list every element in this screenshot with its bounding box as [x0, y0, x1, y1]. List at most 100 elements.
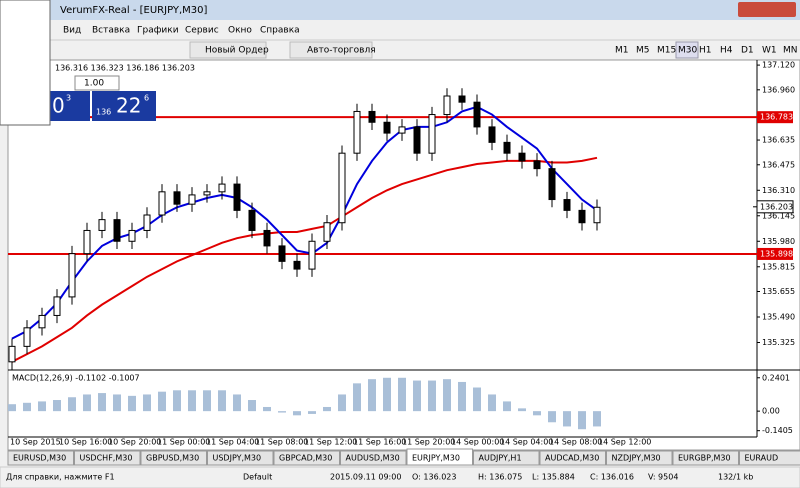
symbol-tab-label[interactable]: EURJPY,M30: [412, 454, 460, 463]
candle-body: [233, 183, 241, 211]
time-label: 10 Sep 16:00: [59, 438, 112, 447]
menu-item[interactable]: Вид: [63, 26, 81, 36]
price-tick-label: 135.490: [762, 313, 795, 322]
symbol-tab[interactable]: [207, 450, 274, 466]
buy-label[interactable]: BUY: [130, 79, 149, 89]
menu-item[interactable]: Графики: [137, 26, 179, 36]
timeframe-button[interactable]: MN: [783, 46, 798, 56]
sell-price-sup[interactable]: 3: [66, 94, 71, 103]
macd-bar: [38, 401, 46, 412]
timeframe-button[interactable]: W1: [762, 46, 777, 56]
candle-body: [188, 194, 196, 205]
macd-bar: [368, 379, 376, 412]
symbol-tab-label[interactable]: AUDCAD,M30: [545, 454, 599, 463]
window-controls[interactable]: [738, 2, 796, 17]
timeframe-button[interactable]: M5: [636, 46, 650, 56]
symbol-tab[interactable]: [739, 450, 800, 466]
buy-button[interactable]: [92, 91, 156, 121]
buy-price-big[interactable]: 22: [116, 94, 141, 118]
symbol-tab[interactable]: [273, 450, 340, 466]
macd-bar: [158, 391, 166, 412]
menu-item[interactable]: Сервис: [185, 26, 219, 36]
symbol-tab[interactable]: [672, 450, 739, 466]
macd-bar: [428, 380, 436, 412]
symbol-tab-label[interactable]: EURUSD,M30: [13, 454, 66, 463]
macd-bar: [473, 387, 481, 412]
price-tick-label: 136.635: [762, 136, 795, 145]
candle-body: [53, 296, 61, 316]
macd-bar: [353, 383, 361, 412]
symbol-tab[interactable]: [340, 450, 407, 466]
buy-price-sup[interactable]: 6: [144, 94, 149, 103]
macd-bar: [188, 390, 196, 412]
symbol-tab-label[interactable]: GBPUSD,M30: [146, 454, 199, 463]
candle-body: [278, 245, 286, 262]
lot-box[interactable]: [74, 75, 120, 91]
new-order-label[interactable]: Новый Ордер: [205, 46, 269, 56]
macd-bar: [548, 411, 556, 423]
candle-body: [323, 222, 331, 242]
macd-bar: [83, 394, 91, 412]
candle-body: [353, 110, 361, 154]
candle-body: [143, 214, 151, 231]
macd-tick-label: 0.2401: [762, 373, 790, 382]
time-label: 14 Sep 00:00: [451, 438, 504, 447]
timeframe-button[interactable]: D1: [741, 46, 754, 56]
lot-value[interactable]: 1.00: [84, 79, 104, 89]
symbol-tab[interactable]: [140, 450, 207, 466]
symbol-tab[interactable]: [74, 450, 141, 466]
candle-body: [128, 229, 136, 242]
symbol-tab[interactable]: [473, 450, 540, 466]
macd-bar: [8, 404, 16, 412]
macd-bar: [233, 394, 241, 412]
symbol-tab[interactable]: [539, 450, 606, 466]
symbol-tab-label[interactable]: EURGBP,M30: [678, 454, 731, 463]
status-field: H: 136.075: [478, 473, 522, 482]
time-label: 11 Sep 16:00: [353, 438, 406, 447]
auto-trading-label[interactable]: Авто-торговля: [307, 46, 376, 56]
candle-body: [83, 229, 91, 255]
symbol-tab-label[interactable]: EURAUD: [745, 454, 779, 463]
candle-body: [248, 209, 256, 231]
symbol-tab-label[interactable]: AUDUSD,M30: [346, 454, 400, 463]
menu-item[interactable]: Вставка: [92, 26, 130, 36]
symbol-tab-label[interactable]: NZDJPY,M30: [612, 454, 661, 463]
macd-bar: [443, 379, 451, 412]
timeframe-button[interactable]: M15: [657, 46, 676, 56]
timeframe-button[interactable]: M30: [678, 46, 697, 56]
auto-trading-button[interactable]: [289, 41, 373, 59]
candle-body: [23, 327, 31, 347]
symbol-tab[interactable]: [7, 450, 74, 466]
macd-bar: [503, 401, 511, 412]
candle-body: [443, 95, 451, 116]
symbol-tab-label[interactable]: USDJPY,M30: [213, 454, 262, 463]
menu-item[interactable]: Окно: [228, 26, 252, 36]
symbol-tab-label[interactable]: USDCHF,M30: [80, 454, 133, 463]
candle-body: [413, 126, 421, 154]
floating-toolbar: [0, 0, 51, 126]
candle-body: [533, 160, 541, 170]
symbol-tab[interactable]: [406, 448, 473, 466]
menu-item[interactable]: Справка: [260, 26, 300, 36]
candle-body: [503, 141, 511, 154]
macd-bar: [68, 397, 76, 412]
symbol-tab-label[interactable]: AUDJPY,H1: [479, 454, 522, 463]
ma-fast: [11, 105, 598, 340]
timeframe-button[interactable]: H1: [699, 46, 712, 56]
symbol-tab[interactable]: [606, 450, 673, 466]
candle-body: [293, 260, 301, 270]
sell-button[interactable]: [50, 91, 90, 121]
macd-bar: [278, 411, 286, 413]
new-order-button[interactable]: [189, 41, 267, 59]
buy-price-prefix[interactable]: 136: [96, 108, 111, 117]
symbol-tab-label[interactable]: GBPCAD,M30: [279, 454, 332, 463]
candle-body: [383, 121, 391, 134]
timeframe-button[interactable]: H4: [720, 46, 733, 56]
window-title: VerumFX-Real - [EURJPY,M30]: [60, 5, 208, 16]
sell-price-big[interactable]: 0: [52, 94, 65, 118]
level-label: 135.898: [760, 249, 793, 258]
candle-body: [338, 152, 346, 224]
timeframe-button[interactable]: M1: [615, 46, 629, 56]
macd-bar: [458, 381, 466, 412]
time-label: 10 Sep 2015: [10, 438, 61, 447]
